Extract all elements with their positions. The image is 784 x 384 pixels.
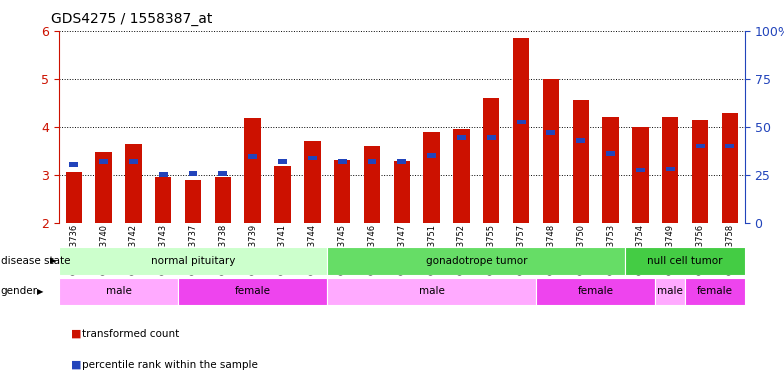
Bar: [536, 278, 655, 305]
Text: female: female: [697, 286, 733, 296]
Text: female: female: [234, 286, 270, 296]
Text: null cell tumor: null cell tumor: [648, 256, 723, 266]
Bar: [691, 119, 708, 223]
Bar: [338, 159, 347, 164]
Bar: [155, 177, 172, 223]
Bar: [59, 278, 178, 305]
Text: gonadotrope tumor: gonadotrope tumor: [426, 256, 527, 266]
Bar: [606, 151, 615, 156]
Text: percentile rank within the sample: percentile rank within the sample: [82, 360, 258, 370]
Bar: [517, 119, 525, 124]
Bar: [327, 247, 626, 275]
Bar: [636, 167, 645, 172]
Bar: [725, 144, 735, 148]
Bar: [185, 180, 201, 223]
Bar: [662, 117, 678, 223]
Bar: [249, 154, 257, 159]
Bar: [695, 144, 705, 148]
Bar: [602, 117, 619, 223]
Text: gender: gender: [1, 286, 38, 296]
Bar: [546, 130, 555, 135]
Bar: [188, 171, 198, 176]
Bar: [457, 135, 466, 140]
Text: transformed count: transformed count: [82, 329, 180, 339]
Bar: [655, 278, 685, 305]
Text: female: female: [578, 286, 614, 296]
Bar: [487, 135, 495, 140]
Text: disease state: disease state: [1, 256, 71, 266]
Bar: [219, 171, 227, 176]
Bar: [178, 278, 327, 305]
Text: male: male: [657, 286, 683, 296]
Bar: [327, 278, 536, 305]
Bar: [59, 247, 327, 275]
Bar: [394, 161, 410, 223]
Text: ■: ■: [71, 329, 81, 339]
Text: male: male: [106, 286, 132, 296]
Bar: [308, 156, 317, 161]
Bar: [576, 138, 585, 142]
Bar: [125, 144, 142, 223]
Bar: [215, 177, 231, 223]
Bar: [543, 79, 559, 223]
Bar: [427, 153, 436, 158]
Text: normal pituitary: normal pituitary: [151, 256, 235, 266]
Bar: [453, 129, 470, 223]
Bar: [274, 166, 291, 223]
Text: male: male: [419, 286, 445, 296]
Bar: [158, 172, 168, 177]
Bar: [99, 159, 108, 164]
Bar: [722, 113, 738, 223]
Bar: [572, 100, 589, 223]
Bar: [483, 98, 499, 223]
Text: ■: ■: [71, 360, 81, 370]
Bar: [423, 131, 440, 223]
Bar: [96, 152, 112, 223]
Bar: [364, 146, 380, 223]
Bar: [245, 118, 261, 223]
Bar: [66, 172, 82, 223]
Bar: [304, 141, 321, 223]
Text: ▶: ▶: [37, 287, 43, 296]
Bar: [334, 161, 350, 223]
Bar: [397, 159, 406, 164]
Bar: [513, 38, 529, 223]
Bar: [666, 167, 675, 171]
Bar: [632, 127, 648, 223]
Text: GDS4275 / 1558387_at: GDS4275 / 1558387_at: [51, 12, 212, 25]
Bar: [129, 159, 138, 164]
Text: ▶: ▶: [50, 256, 56, 265]
Bar: [685, 278, 745, 305]
Bar: [278, 159, 287, 164]
Bar: [626, 247, 745, 275]
Bar: [368, 159, 376, 164]
Bar: [69, 162, 78, 167]
